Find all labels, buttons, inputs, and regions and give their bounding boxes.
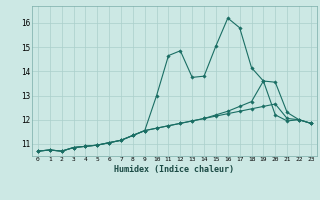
X-axis label: Humidex (Indice chaleur): Humidex (Indice chaleur)	[115, 165, 234, 174]
